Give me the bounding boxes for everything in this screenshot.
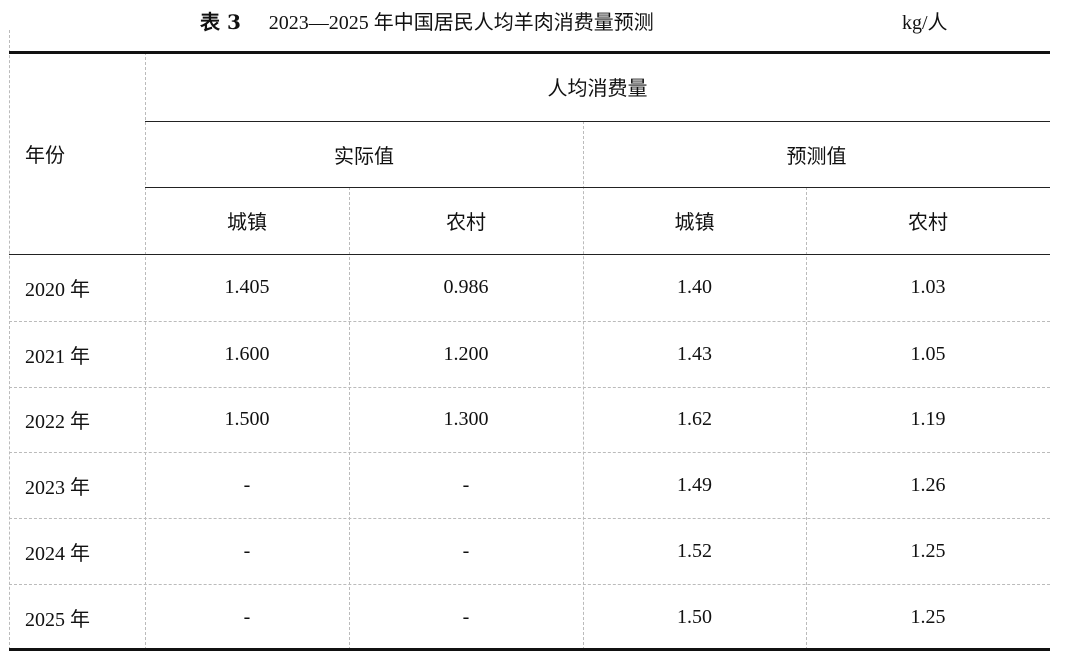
header-bottom-rule	[9, 254, 1050, 255]
table-caption: 2023—2025 年中国居民人均羊肉消费量预测	[268, 12, 654, 34]
value-cell: 1.600	[224, 342, 270, 365]
row-divider	[9, 452, 1050, 453]
value-cell: 1.200	[443, 342, 489, 365]
value-cell: -	[462, 473, 470, 496]
forecast-header: 预测值	[786, 143, 847, 168]
value-cell: 1.52	[677, 539, 712, 562]
year-cell: 2022 年	[25, 411, 90, 433]
sub-header: 农村	[446, 210, 486, 234]
row-divider	[9, 387, 1050, 388]
year-cell: 2020 年	[25, 279, 90, 301]
year-header: 年份	[25, 142, 65, 167]
value-cell: 0.986	[443, 276, 489, 298]
column-divider	[145, 52, 146, 650]
value-cell: 1.43	[677, 342, 712, 365]
sub-header: 城镇	[227, 210, 267, 234]
table-title: 表 3 2023—2025 年中国居民人均羊肉消费量预测	[200, 6, 654, 35]
row-divider	[9, 584, 1050, 585]
year-cell: 2024 年	[25, 542, 90, 565]
column-divider	[806, 187, 807, 650]
value-cell: -	[243, 539, 251, 562]
group-header: 人均消费量	[547, 76, 648, 100]
actual-header: 实际值	[334, 143, 394, 168]
sub-header: 农村	[908, 210, 948, 234]
value-cell: -	[462, 605, 470, 628]
year-cell: 2025 年	[25, 608, 90, 631]
table-unit: kg/人	[902, 12, 948, 34]
value-cell: 1.50	[677, 605, 712, 628]
value-cell: 1.26	[910, 473, 946, 496]
value-cell: 1.49	[677, 473, 712, 496]
value-cell: 1.25	[910, 605, 946, 628]
sub-header: 城镇	[674, 210, 715, 234]
column-divider	[583, 121, 584, 650]
value-cell: 1.40	[677, 276, 712, 298]
column-divider	[9, 30, 10, 650]
year-cell: 2023 年	[25, 476, 90, 499]
value-cell: 1.62	[677, 408, 712, 430]
value-cell: 1.25	[910, 539, 946, 562]
table-label: 表 3	[200, 10, 241, 34]
row-divider	[9, 321, 1050, 322]
value-cell: 1.03	[910, 276, 946, 298]
value-cell: 1.500	[224, 408, 270, 430]
year-cell: 2021 年	[25, 345, 90, 368]
column-divider	[349, 187, 350, 650]
header-rule	[145, 187, 1050, 188]
row-divider	[9, 518, 1050, 519]
value-cell: -	[462, 539, 470, 562]
header-rule	[145, 121, 1050, 122]
value-cell: 1.19	[910, 408, 946, 430]
top-border	[9, 51, 1050, 54]
value-cell: 1.405	[224, 276, 270, 298]
bottom-border	[9, 648, 1050, 651]
value-cell: 1.05	[910, 342, 946, 365]
value-cell: 1.300	[443, 408, 489, 430]
value-cell: -	[243, 605, 251, 628]
value-cell: -	[243, 473, 251, 496]
